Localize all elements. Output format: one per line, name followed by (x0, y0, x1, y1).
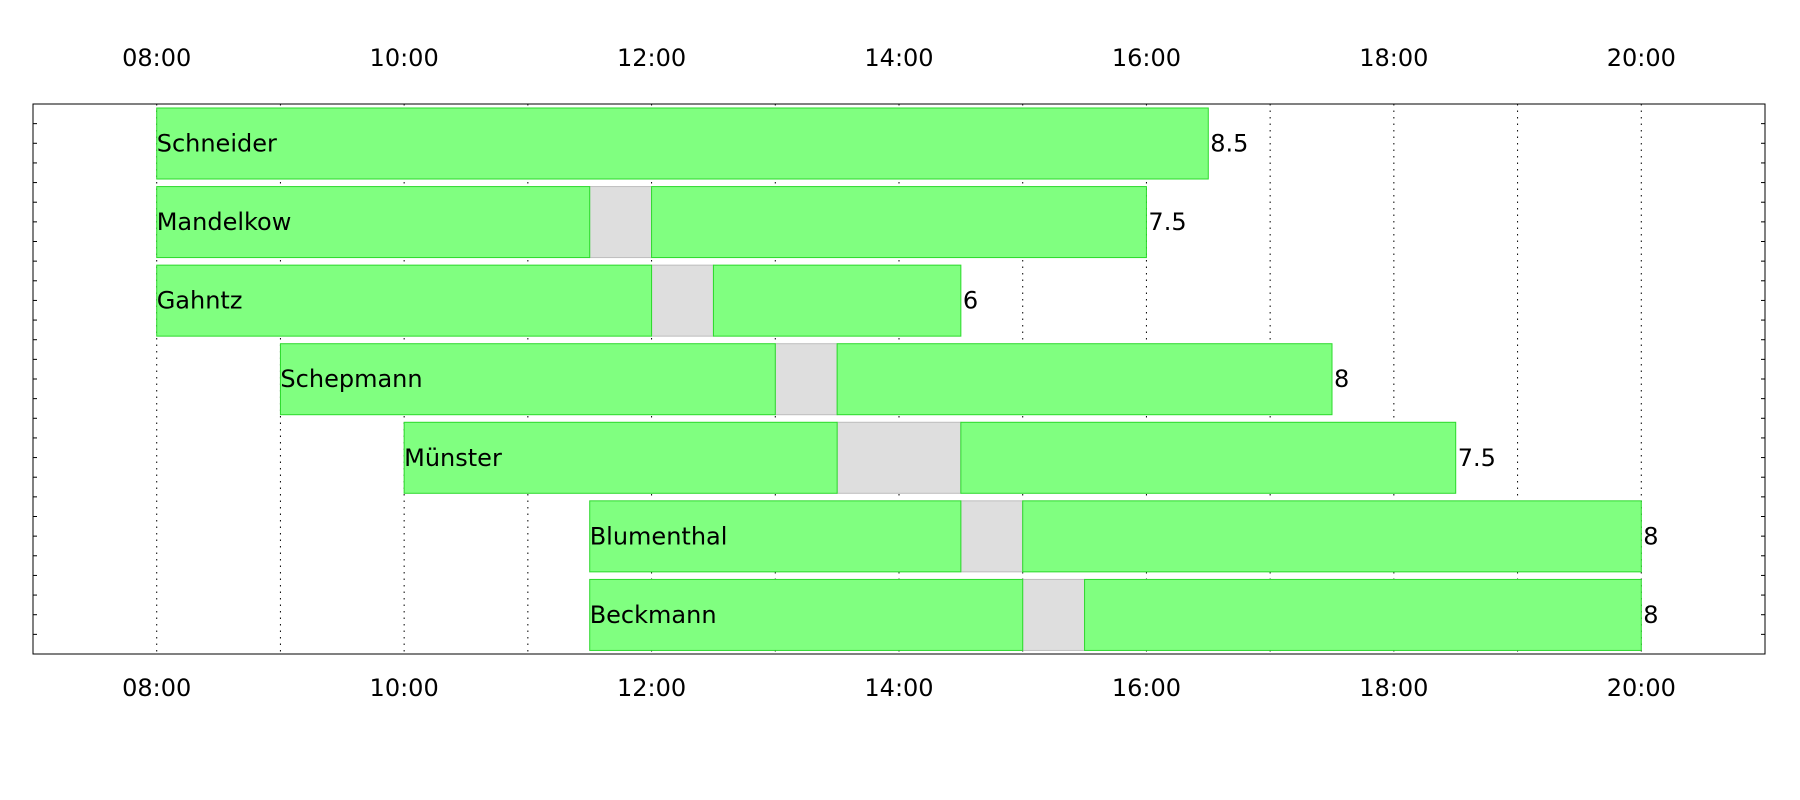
x-tick-label: 16:00 (1112, 44, 1181, 72)
work-bar (836, 343, 1333, 416)
employee-name: Gahntz (157, 287, 243, 315)
x-tick-label: 14:00 (864, 44, 933, 72)
employee-name: Schneider (157, 130, 277, 158)
row-blumenthal (589, 500, 1642, 573)
x-tick-label: 12:00 (617, 44, 686, 72)
x-tick-label: 18:00 (1359, 44, 1428, 72)
employee-name: Beckmann (590, 601, 717, 629)
row-mandelkow (156, 186, 1147, 259)
employee-name: Münster (404, 444, 502, 472)
x-tick-label: 10:00 (370, 674, 439, 702)
x-axis-top: 08:00 10:00 12:00 14:00 16:00 18:00 20:00 (122, 44, 1676, 72)
work-bar (712, 264, 962, 337)
x-tick-label: 08:00 (122, 44, 191, 72)
work-bar (156, 264, 653, 337)
hours-label: 7.5 (1148, 208, 1186, 236)
x-axis-bottom: 08:00 10:00 12:00 14:00 16:00 18:00 20:00 (122, 674, 1676, 702)
row-schepmann (279, 343, 1333, 416)
employee-name: Mandelkow (157, 208, 292, 236)
hours-label: 8 (1334, 365, 1349, 393)
minor-ticks (33, 103, 1765, 655)
break-bar (774, 343, 838, 416)
x-tick-label: 18:00 (1359, 674, 1428, 702)
row-beckmann (589, 578, 1642, 651)
break-bar (836, 421, 962, 494)
work-bar (589, 500, 962, 573)
hours-label: 7.5 (1458, 444, 1496, 472)
work-bar (651, 186, 1147, 259)
row-münster (403, 421, 1457, 494)
row-gahntz (156, 264, 962, 337)
x-tick-label: 10:00 (370, 44, 439, 72)
x-tick-label: 16:00 (1112, 674, 1181, 702)
work-bar (403, 421, 838, 494)
hours-label: 8 (1643, 601, 1658, 629)
hours-label: 8.5 (1210, 130, 1248, 158)
break-bar (651, 264, 714, 337)
x-tick-label: 20:00 (1607, 44, 1676, 72)
work-bar (156, 107, 1209, 180)
x-tick-label: 20:00 (1607, 674, 1676, 702)
bars (156, 107, 1642, 651)
hours-label: 6 (963, 287, 978, 315)
work-bar (589, 578, 1024, 651)
employee-name: Blumenthal (590, 522, 728, 550)
work-bar (960, 421, 1457, 494)
work-bar (1084, 578, 1642, 651)
break-bar (589, 186, 653, 259)
x-tick-label: 12:00 (617, 674, 686, 702)
work-bar (279, 343, 776, 416)
break-bar (1022, 578, 1086, 651)
work-bar (156, 186, 591, 259)
hours-label: 8 (1643, 522, 1658, 550)
labels: Schneider 8.5 Mandelkow 7.5 Gahntz 6 Schepmann… (157, 130, 1659, 629)
break-bar (960, 500, 1024, 573)
employee-name: Schepmann (280, 365, 422, 393)
work-bar (1022, 500, 1642, 573)
row-schneider (156, 107, 1209, 180)
x-tick-label: 14:00 (864, 674, 933, 702)
x-tick-label: 08:00 (122, 674, 191, 702)
